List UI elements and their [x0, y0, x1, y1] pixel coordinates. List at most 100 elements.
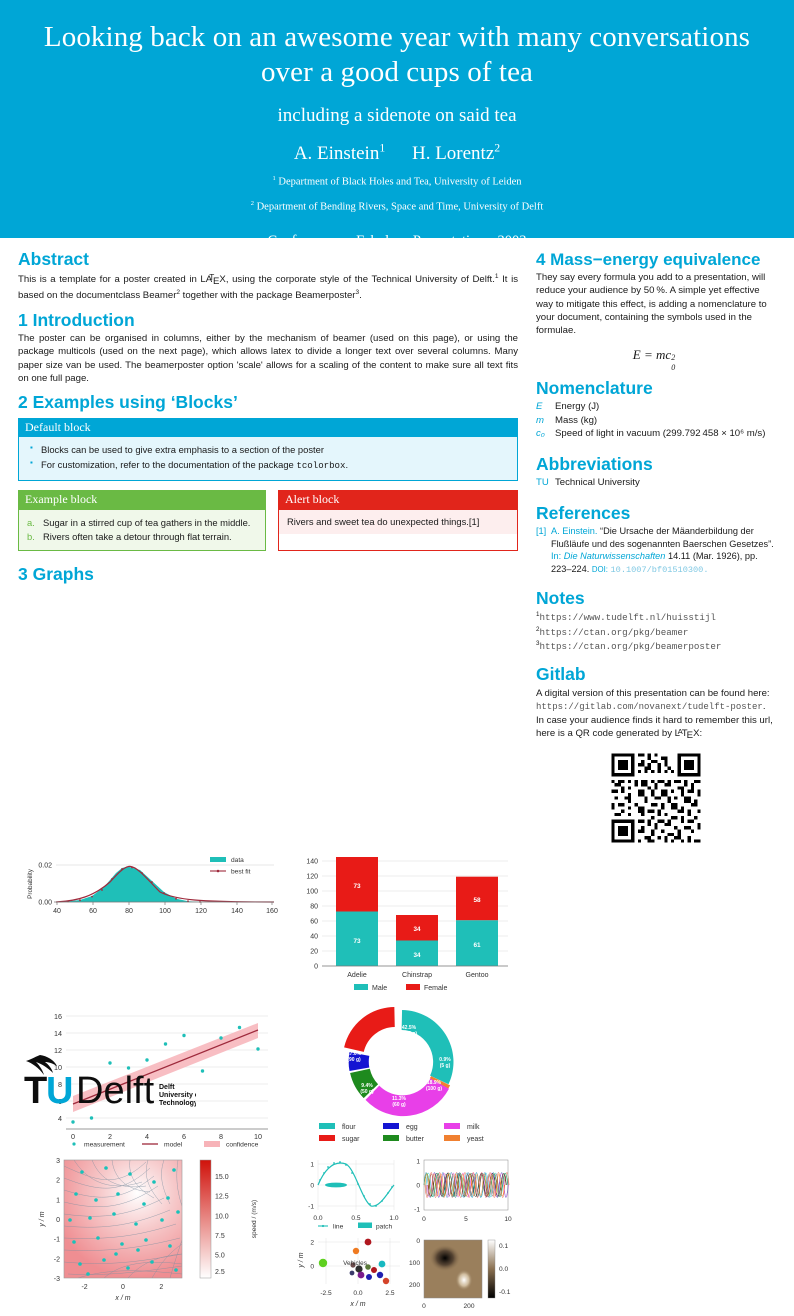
author-2: H. Lorentz2 [411, 141, 501, 165]
svg-text:Technology: Technology [159, 1100, 196, 1107]
svg-text:line: line [333, 1224, 344, 1231]
svg-text:-3: -3 [54, 1276, 60, 1283]
svg-text:60: 60 [310, 919, 318, 926]
note-url[interactable]: https://ctan.org/pkg/beamerposter [539, 641, 722, 653]
svg-text:-2: -2 [54, 1256, 60, 1263]
notes-heading: Notes [536, 587, 585, 608]
introduction-text: The poster can be organised in columns, … [18, 333, 518, 384]
abbreviation-symbol: TU [536, 476, 549, 488]
svg-text:data: data [231, 857, 244, 864]
svg-text:(90 g): (90 g) [347, 1057, 361, 1063]
mass-energy-text: They say every formula you add to a pres… [536, 272, 767, 336]
svg-text:(100 g): (100 g) [426, 1086, 442, 1092]
svg-text:0: 0 [416, 1183, 420, 1190]
svg-text:(60 g): (60 g) [392, 1102, 406, 1108]
nomenclature-description: Mass (kg) [555, 414, 598, 426]
example-block-title: Example block [19, 490, 265, 510]
svg-text:73: 73 [353, 883, 361, 890]
abbreviation-description: Technical University [555, 476, 640, 488]
svg-text:flour: flour [342, 1124, 356, 1131]
alert-block: Alert block Rivers and sweet tea do unex… [278, 489, 518, 552]
author-1: A. Einstein1 [293, 141, 386, 165]
svg-text:Adelie: Adelie [347, 972, 367, 979]
latex-logo: ATEX [205, 272, 226, 287]
svg-text:1: 1 [416, 1159, 420, 1166]
svg-text:8: 8 [219, 1132, 223, 1141]
svg-text:5: 5 [464, 1216, 468, 1223]
svg-text:10: 10 [254, 1132, 262, 1141]
abbreviation-entry: TU Technical University [536, 477, 776, 490]
reference-in-label: In: [551, 551, 562, 562]
svg-text:0: 0 [56, 1217, 60, 1224]
reference-title: “Die Ursache der Mäanderbildung der Fluß… [551, 526, 774, 549]
svg-text:18.9%: 18.9% [427, 1080, 442, 1086]
gitlab-heading: Gitlab [536, 664, 586, 685]
poster-header: Looking back on an awesome year with man… [0, 0, 794, 249]
introduction-heading: 1 Introduction [18, 309, 135, 330]
svg-text:73: 73 [353, 938, 361, 945]
reference-doi-link[interactable]: 10.1007/bf01510300. [610, 564, 709, 575]
svg-text:11.3%: 11.3% [392, 1096, 406, 1102]
svg-text:100: 100 [159, 908, 171, 915]
nomenclature-heading: Nomenclature [536, 378, 653, 399]
svg-text:10.0: 10.0 [215, 1213, 229, 1220]
svg-text:Probability: Probability [27, 868, 34, 899]
chart-histogram: 40 60 80 100 120 140 160 0.02 0.00 Probabili… [18, 846, 280, 998]
svg-text:58: 58 [473, 897, 481, 904]
list-item: Rivers often take a detour through flat … [27, 530, 232, 544]
affiliation-2: 2 Department of Bending Rivers, Space an… [250, 200, 544, 213]
svg-text:-1: -1 [54, 1237, 60, 1244]
poster-subtitle: including a sidenote on said tea [277, 104, 517, 126]
svg-text:1: 1 [56, 1197, 60, 1204]
mass-energy-formula: E = mc 2 0 [632, 347, 676, 373]
graphs-heading: 3 Graphs [18, 564, 94, 585]
nomenclature-description: Speed of light in vacuum (299.792 458 × … [555, 428, 766, 440]
svg-text:sugar: sugar [342, 1136, 360, 1143]
svg-text:6: 6 [182, 1132, 186, 1141]
svg-text:4: 4 [58, 1114, 62, 1123]
svg-text:10: 10 [54, 1063, 62, 1072]
alert-block-title: Alert block [279, 490, 517, 510]
svg-text:0: 0 [71, 1132, 75, 1141]
svg-text:10: 10 [504, 1216, 512, 1223]
svg-text:butter: butter [406, 1136, 425, 1143]
code-package-name: tcolorbox [296, 459, 346, 471]
affiliation-1: 1 Department of Black Holes and Tea, Uni… [272, 175, 522, 188]
examples-heading: 2 Examples using ‘Blocks’ [18, 392, 238, 413]
svg-text:y / m: y / m [39, 1211, 46, 1227]
notes-list: 1https://www.tudelft.nl/huisstijl 2https… [536, 610, 776, 653]
default-block: Default block Blocks can be used to give… [18, 417, 518, 481]
svg-text:0: 0 [314, 964, 318, 971]
svg-text:2: 2 [108, 1132, 112, 1141]
svg-text:2: 2 [310, 1240, 314, 1247]
note-url[interactable]: https://ctan.org/pkg/beamer [539, 626, 689, 638]
svg-text:8: 8 [58, 1080, 62, 1089]
svg-text:34: 34 [413, 952, 421, 959]
nomenclature-entry: E Energy (J) [536, 401, 776, 414]
left-column: Abstract This is a template for a poster… [18, 249, 518, 846]
svg-text:Vehicles: Vehicles [343, 1260, 367, 1267]
default-block-body: Blocks can be used to give extra emphasi… [19, 437, 517, 480]
svg-text:40: 40 [53, 908, 61, 915]
note-url[interactable]: https://www.tudelft.nl/huisstijl [539, 612, 716, 624]
gitlab-url[interactable]: https://gitlab.com/novanext/tudelft-post… [536, 702, 763, 713]
svg-text:2.5: 2.5 [385, 1290, 394, 1297]
svg-text:-0.1: -0.1 [499, 1289, 511, 1296]
svg-text:9.4%: 9.4% [361, 1083, 373, 1089]
nomenclature-symbol: m [536, 414, 544, 426]
svg-text:0.1: 0.1 [499, 1243, 508, 1250]
svg-text:0: 0 [121, 1284, 125, 1291]
svg-text:speed / (m/s): speed / (m/s) [251, 1200, 258, 1238]
chart-small-multiples: 1 0 -1 0.0 0.5 1.0 line patch [296, 1148, 518, 1316]
svg-text:20: 20 [310, 949, 318, 956]
svg-text:x / m: x / m [349, 1301, 365, 1308]
svg-text:0.5: 0.5 [351, 1215, 360, 1222]
reference-number: [1] [536, 526, 547, 537]
svg-text:6: 6 [58, 1097, 62, 1106]
svg-text:0.0: 0.0 [313, 1215, 322, 1222]
chart-streamplot: 3 2 1 0 -1 -2 -3 -2 0 2 x / m y / m 15.0 12.5 10… [18, 1148, 290, 1316]
svg-text:(5 g): (5 g) [440, 1063, 451, 1069]
svg-text:yeast: yeast [467, 1136, 484, 1143]
nomenclature-entry: m Mass (kg) [536, 415, 776, 428]
